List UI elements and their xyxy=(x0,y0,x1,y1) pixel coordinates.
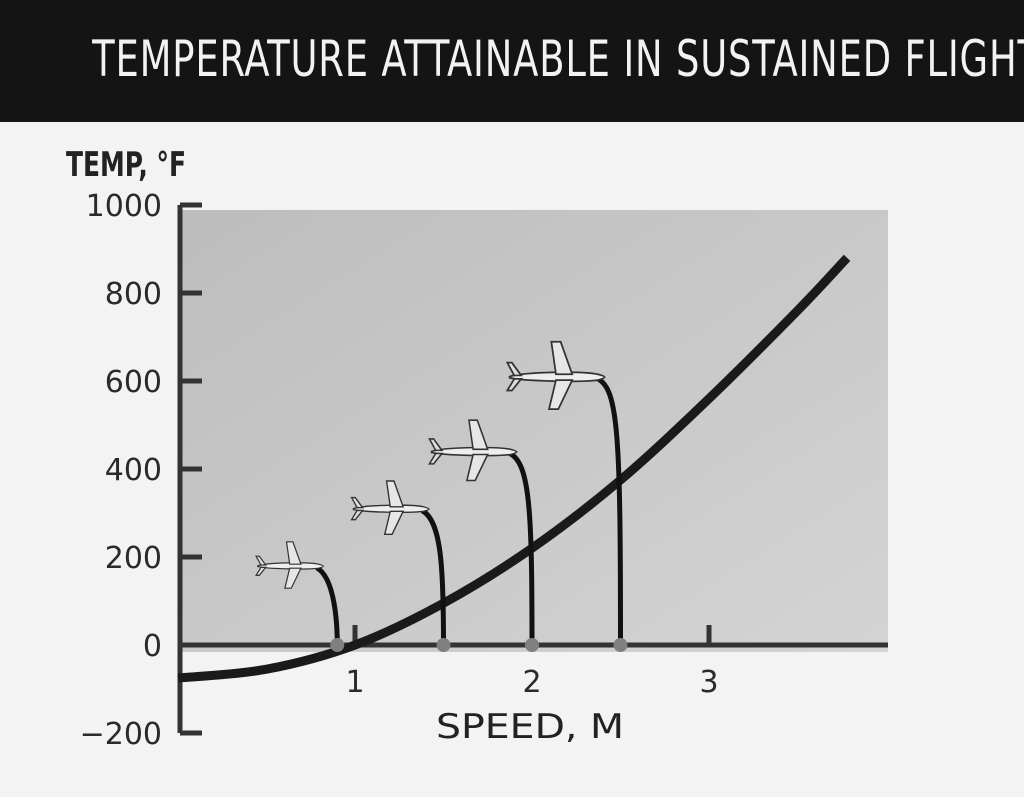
wings xyxy=(284,541,302,589)
tail xyxy=(255,555,267,576)
airplane-icon xyxy=(428,419,518,482)
airplane-icon xyxy=(350,480,430,536)
altitude-stem xyxy=(420,508,446,646)
y-axis-label: TEMP, °F xyxy=(66,145,186,185)
wings xyxy=(547,340,574,410)
tail xyxy=(350,496,365,521)
y-tick-label: −200 xyxy=(80,717,162,752)
airplane-icon xyxy=(255,541,324,589)
y-tick-label: 1000 xyxy=(86,189,162,224)
y-tick-label: 600 xyxy=(105,365,162,400)
speed-dot xyxy=(613,638,628,652)
x-tick-label: 1 xyxy=(345,665,364,700)
fuselage xyxy=(430,446,518,457)
wings xyxy=(383,480,405,536)
y-tick-label: 200 xyxy=(105,541,162,576)
speed-dot xyxy=(436,638,451,652)
speed-dot xyxy=(330,638,345,652)
tail xyxy=(505,361,523,392)
altitude-stem xyxy=(596,376,623,646)
fuselage xyxy=(352,504,430,514)
y-tick-label: 0 xyxy=(143,629,162,664)
title-banner xyxy=(0,0,1024,122)
speed-dot xyxy=(525,638,539,652)
tail xyxy=(428,438,444,465)
y-tick-label: 400 xyxy=(105,453,162,488)
altitude-stem xyxy=(508,451,535,646)
airplane-icon xyxy=(505,340,606,410)
x-tick-label: 3 xyxy=(699,665,718,700)
chart-title: TEMPERATURE ATTAINABLE IN SUSTAINED FLIG… xyxy=(92,30,1024,88)
x-axis-label: SPEED, M xyxy=(436,707,624,747)
fuselage xyxy=(508,371,606,383)
y-tick-label: 800 xyxy=(105,277,162,312)
wings xyxy=(465,419,489,482)
x-tick-label: 2 xyxy=(522,665,541,700)
